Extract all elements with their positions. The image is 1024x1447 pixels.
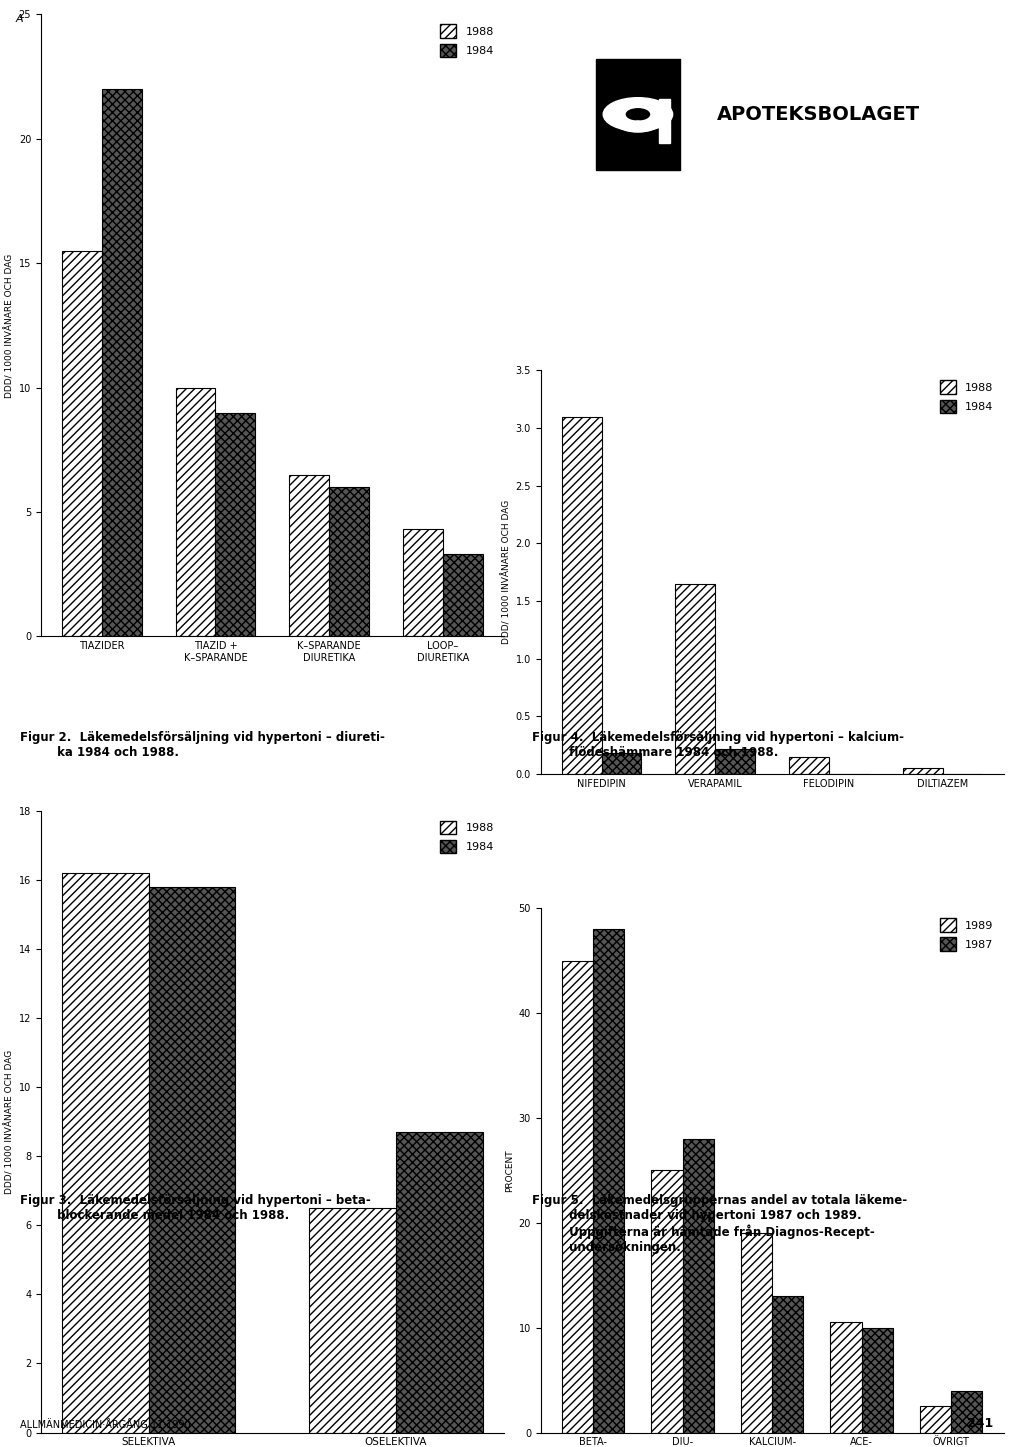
Text: APOTEKSBOLAGET: APOTEKSBOLAGET — [717, 104, 920, 124]
Bar — [651, 1171, 683, 1433]
Bar — [903, 768, 943, 774]
Y-axis label: DDD/ 1000 INVÅNARE OCH DAG: DDD/ 1000 INVÅNARE OCH DAG — [5, 253, 14, 398]
Bar — [215, 412, 255, 637]
Legend: 1988, 1984: 1988, 1984 — [435, 816, 498, 858]
Y-axis label: DDD/ 1000 INVÅNARE OCH DAG: DDD/ 1000 INVÅNARE OCH DAG — [5, 1049, 14, 1194]
Bar — [309, 1208, 396, 1433]
Bar — [329, 488, 369, 637]
Bar — [593, 929, 625, 1433]
Bar — [716, 748, 755, 774]
Bar — [861, 1328, 893, 1433]
Bar — [443, 554, 482, 637]
Bar — [403, 530, 443, 637]
Bar — [740, 1233, 772, 1433]
Bar — [290, 475, 329, 637]
Bar — [601, 754, 641, 774]
Bar — [176, 388, 215, 637]
Text: Figur 5.  Läkemedelsgruppernas andel av totala läkeme-
         delskostnader vi: Figur 5. Läkemedelsgruppernas andel av t… — [532, 1194, 907, 1253]
Y-axis label: PROCENT: PROCENT — [506, 1149, 514, 1192]
Bar — [148, 887, 236, 1433]
Text: A: A — [15, 14, 23, 25]
Bar — [830, 1323, 861, 1433]
Wedge shape — [616, 122, 659, 132]
Bar — [62, 873, 148, 1433]
Text: Figur 4.  Läkemedelsförsäljning vid hypertoni – kalcium-
         flödeshämmare : Figur 4. Läkemedelsförsäljning vid hyper… — [532, 731, 904, 758]
Legend: 1988, 1984: 1988, 1984 — [935, 376, 998, 418]
Text: 241: 241 — [967, 1417, 993, 1430]
Legend: 1988, 1984: 1988, 1984 — [435, 20, 498, 62]
Bar — [683, 1139, 714, 1433]
Legend: 1989, 1987: 1989, 1987 — [935, 913, 998, 955]
FancyBboxPatch shape — [658, 98, 671, 143]
Bar — [676, 583, 716, 774]
Bar — [562, 961, 593, 1433]
Bar — [772, 1297, 804, 1433]
Bar — [562, 417, 601, 774]
Text: ALLMÄNMEDICIN·ÅRGÅNG 11·1990: ALLMÄNMEDICIN·ÅRGÅNG 11·1990 — [20, 1420, 191, 1430]
Bar — [951, 1391, 982, 1433]
Y-axis label: DDD/ 1000 INVÅNARE OCH DAG: DDD/ 1000 INVÅNARE OCH DAG — [502, 501, 511, 644]
FancyBboxPatch shape — [596, 59, 680, 169]
Bar — [62, 250, 101, 637]
Bar — [920, 1406, 951, 1433]
Text: Figur 3.  Läkemedelsförsäljning vid hypertoni – beta-
         blockerande medel: Figur 3. Läkemedelsförsäljning vid hyper… — [20, 1194, 372, 1221]
Bar — [101, 90, 141, 637]
Circle shape — [603, 98, 673, 132]
Text: Figur 2.  Läkemedelsförsäljning vid hypertoni – diureti-
         ka 1984 och 19: Figur 2. Läkemedelsförsäljning vid hyper… — [20, 731, 385, 758]
Circle shape — [627, 109, 649, 120]
Bar — [790, 757, 829, 774]
Bar — [396, 1132, 482, 1433]
